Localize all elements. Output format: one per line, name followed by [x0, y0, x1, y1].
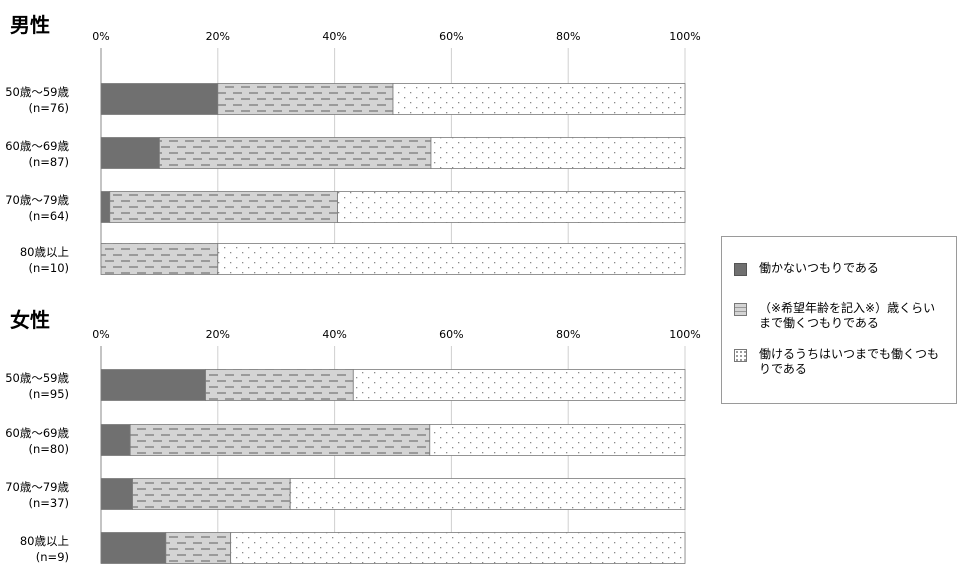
category-label: 80歳以上	[20, 534, 69, 548]
x-tick-label: 80%	[556, 30, 580, 43]
chart-panel-0: 男性 0% 20% 40% 60% 80% 100% 50歳～59歳 (n=76) 60歳～69歳…	[5, 13, 701, 275]
bar-segment-dots	[392, 83, 686, 115]
category-label: (n=95)	[28, 387, 69, 401]
bar-segment-dashes	[217, 83, 394, 115]
category-label: 50歳～59歳	[5, 85, 69, 99]
bar-segment-dashes	[158, 137, 432, 169]
legend-item-dashes: （※希望年齢を記入※）歳くらいまで働くつもりである	[734, 301, 939, 331]
legend-item-dots: 働けるうちはいつまでも働くつもりである	[734, 347, 939, 377]
bar-segment-solid	[100, 424, 131, 456]
bar-segment-solid	[100, 478, 133, 510]
x-tick-label: 100%	[669, 328, 700, 341]
legend-swatch-dots	[734, 349, 747, 362]
x-tick-label: 60%	[439, 328, 463, 341]
category-label: (n=37)	[28, 496, 69, 510]
bar-segment-dots	[217, 243, 686, 275]
bar-segment-dashes	[132, 478, 291, 510]
category-label: 70歳～79歳	[5, 193, 69, 207]
bar-segment-dots	[429, 424, 686, 456]
bar-segment-dots	[430, 137, 686, 169]
legend-label-solid: 働かないつもりである	[759, 261, 879, 275]
panel-title: 女性	[10, 308, 50, 332]
bar-segment-dashes	[129, 424, 431, 456]
bar-segment-solid	[100, 83, 219, 115]
chart-panel-1: 女性 0% 20% 40% 60% 80% 100% 50歳～59歳 (n=95) 60歳～69歳…	[5, 308, 701, 564]
legend-label-dots: 働けるうちはいつまでも働くつもりである	[759, 347, 940, 376]
legend-item-solid: 働かないつもりである	[734, 261, 939, 276]
category-label: (n=87)	[28, 155, 69, 169]
bar-segment-dashes	[165, 532, 232, 564]
legend-swatch-dashes	[734, 303, 747, 316]
category-label: (n=80)	[28, 442, 69, 456]
bar-segment-dashes	[100, 243, 219, 275]
x-tick-label: 20%	[206, 30, 230, 43]
category-label: (n=64)	[28, 209, 69, 223]
x-tick-label: 60%	[439, 30, 463, 43]
category-label: 80歳以上	[20, 245, 69, 259]
bar-segment-dashes	[205, 369, 354, 401]
category-label: (n=10)	[28, 261, 69, 275]
bar-segment-dots	[352, 369, 686, 401]
category-label: 60歳～69歳	[5, 426, 69, 440]
x-tick-label: 0%	[92, 328, 109, 341]
x-tick-label: 0%	[92, 30, 109, 43]
bar-segment-dots	[337, 191, 686, 223]
x-tick-label: 20%	[206, 328, 230, 341]
bar-segment-solid	[100, 137, 160, 169]
legend-label-dashes: （※希望年齢を記入※）歳くらいまで働くつもりである	[759, 301, 936, 330]
bar-segment-solid	[100, 369, 206, 401]
category-label: (n=76)	[28, 101, 69, 115]
category-label: 60歳～69歳	[5, 139, 69, 153]
x-tick-label: 100%	[669, 30, 700, 43]
bar-segment-dots	[230, 532, 686, 564]
bar-segment-solid	[100, 191, 111, 223]
legend-swatch-solid	[734, 263, 747, 276]
bar-segment-solid	[100, 532, 167, 564]
x-tick-label: 40%	[322, 328, 346, 341]
category-label: (n=9)	[36, 550, 69, 564]
chart-legend: 働かないつもりである （※希望年齢を記入※）歳くらいまで働くつもりである 働ける…	[721, 236, 957, 404]
category-label: 50歳～59歳	[5, 371, 69, 385]
x-tick-label: 80%	[556, 328, 580, 341]
x-tick-label: 40%	[322, 30, 346, 43]
panel-title: 男性	[10, 13, 50, 37]
category-label: 70歳～79歳	[5, 480, 69, 494]
bar-segment-dashes	[109, 191, 338, 223]
bar-segment-dots	[289, 478, 686, 510]
